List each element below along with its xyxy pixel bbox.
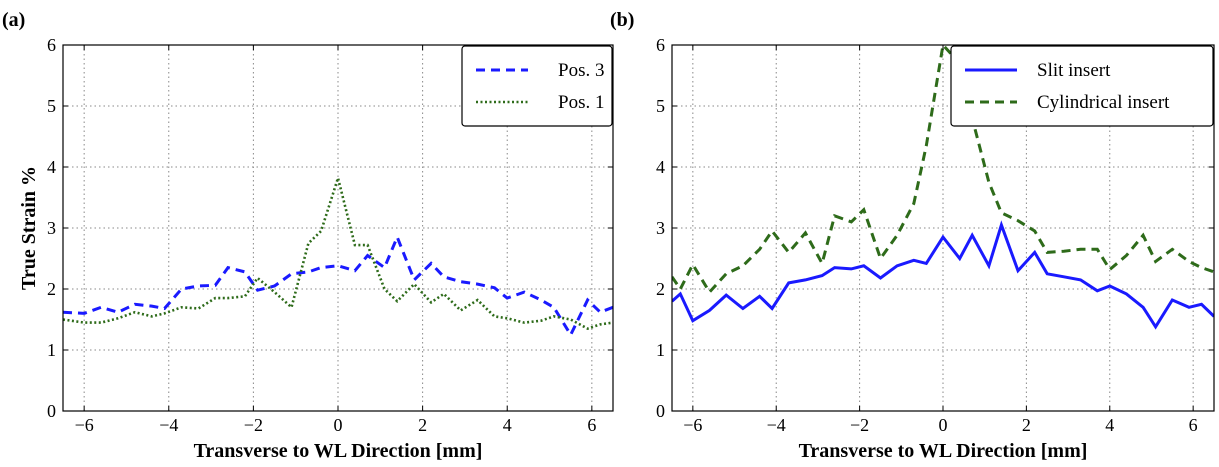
x-tick-label: 0	[334, 415, 343, 435]
legend-label: Pos. 1	[558, 92, 604, 113]
series-line-pos-3	[63, 233, 613, 338]
series-line-slit-insert	[672, 220, 1214, 330]
x-tick-label: −4	[159, 415, 178, 435]
x-tick-label: 0	[939, 415, 948, 435]
x-tick-label: 2	[418, 415, 427, 435]
legend-box	[950, 45, 1214, 127]
chart-panel-b: (b) −6 −4 −2 0 2 4 6 0 1 2 3 4 5 6 Transverse to WL D…	[610, 9, 1215, 462]
y-tick-label: 4	[47, 157, 56, 177]
x-axis-label-b: Transverse to WL Direction [mm]	[799, 440, 1088, 462]
y-tick-label: 6	[47, 35, 56, 55]
x-axis-label-a: Transverse to WL Direction [mm]	[194, 440, 483, 462]
chart-panel-a: (a) −6 −4 −2 0 2 4 6 0 1 2 3 4 5 6 Transverse to WL D…	[2, 9, 614, 462]
x-tick-label: 4	[1105, 415, 1114, 435]
legend-label: Cylindrical insert	[1037, 92, 1170, 113]
y-tick-label: 0	[656, 401, 665, 421]
x-tick-label: 6	[587, 415, 596, 435]
y-tick-label: 3	[656, 218, 665, 238]
y-tick-label: 1	[656, 340, 665, 360]
y-tick-label: 4	[656, 157, 665, 177]
y-tick-label: 2	[656, 279, 665, 299]
y-tick-label: 5	[656, 96, 665, 116]
x-tick-label: 2	[1022, 415, 1031, 435]
y-axis-label-a: True Strain %	[18, 166, 40, 290]
x-tick-label: −2	[244, 415, 263, 435]
x-tick-label: 4	[503, 415, 512, 435]
x-tick-label: −6	[683, 415, 702, 435]
y-tick-label: 1	[47, 340, 56, 360]
y-tick-label: 2	[47, 279, 56, 299]
panel-label-a: (a)	[2, 9, 25, 31]
legend-label: Slit insert	[1037, 60, 1111, 81]
series-line-cylindrical-insert	[672, 45, 1214, 295]
legend-label: Pos. 3	[558, 60, 604, 81]
panel-label-b: (b)	[610, 9, 634, 31]
x-tick-label: 6	[1189, 415, 1198, 435]
y-tick-label: 6	[656, 35, 665, 55]
y-tick-label: 5	[47, 96, 56, 116]
x-tick-label: −6	[75, 415, 94, 435]
legend-box	[461, 45, 613, 127]
y-tick-label: 3	[47, 218, 56, 238]
y-tick-label: 0	[47, 401, 56, 421]
x-tick-label: −2	[850, 415, 869, 435]
x-tick-label: −4	[767, 415, 786, 435]
